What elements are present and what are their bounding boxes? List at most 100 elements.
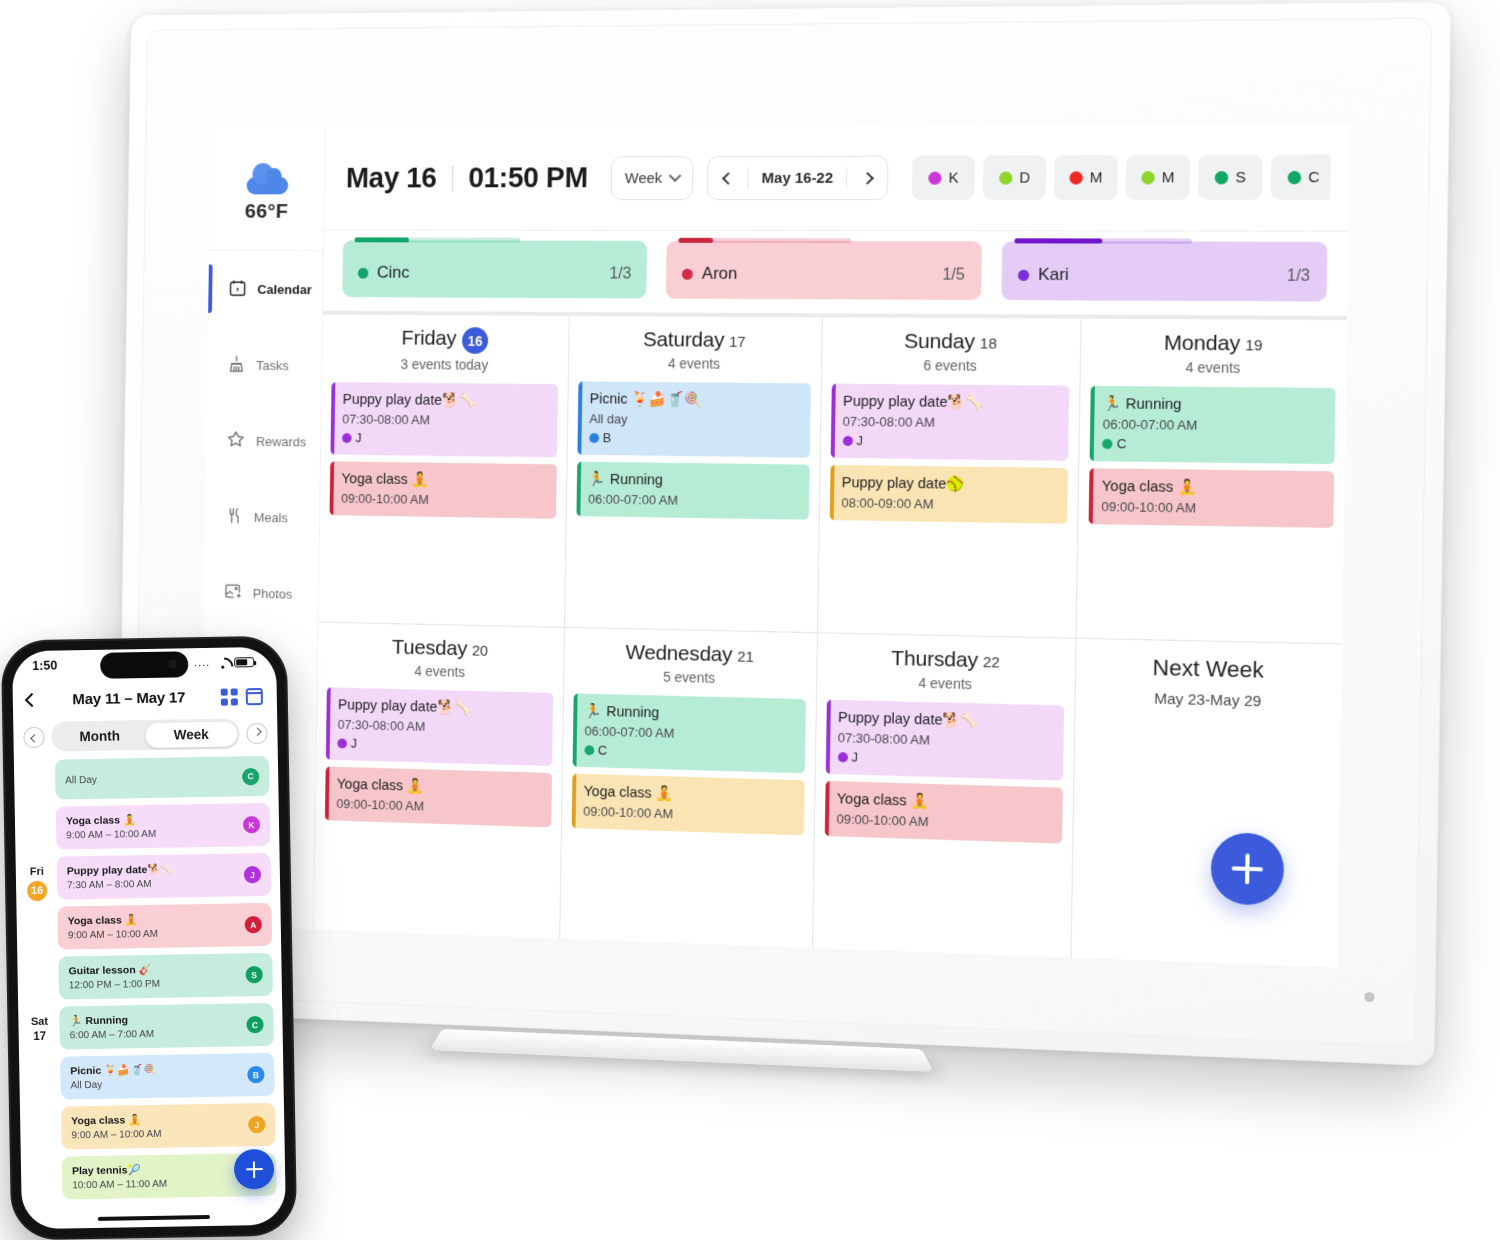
sidebar-item-calendar[interactable]: Calendar — [208, 251, 323, 328]
calendar-view-icon[interactable] — [245, 687, 263, 705]
phone-event-time: 6:00 AM – 7:00 AM — [69, 1028, 155, 1042]
member-chip-m-2[interactable]: M — [1053, 154, 1119, 200]
prev-week-button[interactable] — [708, 157, 748, 199]
phone-event-avatar: K — [242, 816, 261, 834]
phone-event-card[interactable]: Yoga class 🧘 9:00 AM – 10:00 AM A — [57, 902, 273, 950]
next-week-button[interactable] — [847, 157, 888, 199]
display-screen: 66°F Calendar Ta — [198, 123, 1351, 968]
member-initial: M — [1161, 168, 1175, 186]
member-color-dot — [1069, 170, 1083, 185]
event-card[interactable]: Yoga class 🧘 09:00-10:00 AM — [571, 773, 805, 836]
member-chip-d-1[interactable]: D — [982, 155, 1047, 200]
day-cell-thursday[interactable]: Thursday 22 4 events Puppy play date🐕🦴 07:30… — [812, 633, 1076, 958]
task-card-kari[interactable]: Kari 1/3 — [1000, 238, 1328, 302]
phone-event-card[interactable]: All Day C — [54, 755, 270, 800]
event-title: Puppy play date🐕🦴 — [337, 697, 473, 717]
event-time: 09:00-10:00 AM — [836, 811, 929, 830]
event-card[interactable]: Picnic 🍹🍰🥤🍭 All day B — [577, 381, 811, 458]
phone-event-avatar: B — [247, 1066, 265, 1084]
day-cell-monday[interactable]: Monday 19 4 events 🏃 Running 06:00-07:00 AM C… — [1076, 318, 1348, 644]
day-cell-sunday[interactable]: Sunday 18 6 events Puppy play date🐕🦴 07:30-0… — [817, 317, 1081, 638]
event-accent-bar — [572, 693, 578, 767]
event-title: Puppy play date🐕🦴 — [842, 393, 985, 412]
broom-icon — [227, 353, 246, 376]
next-week-cell[interactable]: Next Week May 23-May 29 — [1071, 638, 1342, 968]
weather-widget[interactable]: 66°F — [209, 133, 325, 252]
member-chip-c-5[interactable]: C — [1270, 154, 1331, 200]
event-time: 06:00-07:00 AM — [1102, 416, 1198, 433]
phone-day-number-today: 16 — [26, 880, 48, 902]
member-initial: C — [1308, 168, 1320, 186]
day-cell-tuesday[interactable]: Tuesday 20 4 events Puppy play date🐕🦴 07:30-… — [313, 622, 564, 939]
next-week-title: Next Week — [1152, 654, 1264, 683]
task-progress-fill — [678, 237, 714, 243]
event-card[interactable]: Yoga class 🧘 09:00-10:00 AM — [1088, 468, 1335, 528]
event-card[interactable]: Puppy play date🐕🦴 07:30-08:00 AM J — [825, 699, 1065, 781]
member-chip-s-4[interactable]: S — [1197, 154, 1263, 200]
event-accent-bar — [824, 780, 830, 837]
phone-prev-button[interactable] — [23, 726, 45, 748]
view-selector-label: Week — [624, 169, 663, 187]
phone-segmented-control: Month Week — [13, 715, 278, 761]
day-header: Tuesday 20 — [327, 634, 554, 663]
sidebar-item-meals[interactable]: Meals — [205, 478, 320, 556]
day-header: Monday 19 — [1092, 331, 1337, 357]
sidebar-item-photos[interactable]: Photos — [203, 554, 318, 632]
grid-view-icon[interactable] — [220, 687, 238, 706]
phone-event-card[interactable]: Picnic 🍹🍰🥤🍭 All Day B — [60, 1052, 275, 1100]
day-name: Friday — [401, 326, 457, 350]
phone-next-button[interactable] — [246, 722, 268, 744]
phone-toggle-month[interactable]: Month — [79, 727, 121, 744]
event-card[interactable]: Puppy play date🐕🦴 07:30-08:00 AM J — [330, 382, 558, 458]
phone-event-title: Puppy play date🐕🦴 — [66, 863, 174, 878]
attendee-initial: C — [1116, 435, 1127, 452]
phone-view-toggle[interactable]: Month Week — [51, 718, 240, 752]
event-card[interactable]: 🏃 Running 06:00-07:00 AM — [576, 461, 810, 520]
day-event-count: 4 events — [1185, 359, 1241, 376]
day-cell-saturday[interactable]: Saturday 17 4 events Picnic 🍹🍰🥤🍭 All day B 🏃 R… — [564, 315, 822, 633]
week-grid: Friday 16 3 events today Puppy play date🐕🦴 0… — [313, 314, 1348, 968]
phone-event-title: Play tennis🎾 — [71, 1164, 141, 1178]
event-card[interactable]: Yoga class 🧘 09:00-10:00 AM — [324, 766, 552, 828]
event-title: Yoga class 🧘 — [336, 776, 425, 795]
phone-event-card[interactable]: 🏃 Running 6:00 AM – 7:00 AM C — [59, 1002, 274, 1050]
event-card[interactable]: Yoga class 🧘 09:00-10:00 AM — [329, 461, 557, 520]
sidebar-item-tasks[interactable]: Tasks — [207, 327, 322, 404]
event-card[interactable]: Puppy play date🐕🦴 07:30-08:00 AM J — [325, 687, 554, 767]
member-color-dot — [1141, 170, 1155, 184]
event-card[interactable]: Puppy play date🥎 08:00-09:00 AM — [829, 464, 1069, 524]
day-name: Saturday — [642, 328, 725, 352]
day-cell-friday[interactable]: Friday 16 3 events today Puppy play date🐕🦴 0… — [318, 314, 569, 627]
task-card-cinc[interactable]: Cinc 1/3 — [342, 237, 648, 299]
event-card[interactable]: Puppy play date🐕🦴 07:30-08:00 AM J — [830, 383, 1070, 461]
phone-event-list[interactable]: All Day C Yoga class 🧘 9:00 AM – 10:00 AM K F… — [14, 755, 286, 1230]
event-title: Puppy play date🥎 — [841, 475, 965, 493]
phone-event-card[interactable]: Guitar lesson 🎸 12:00 PM – 1:00 PM S — [58, 952, 274, 1000]
member-chip-m-3[interactable]: M — [1125, 154, 1191, 200]
chevron-left-icon[interactable] — [24, 692, 39, 708]
task-card-name: Aron — [701, 263, 738, 283]
event-attendee: J — [842, 433, 1058, 451]
member-chip-k-0[interactable]: K — [911, 155, 976, 200]
phone-event-time: All Day — [70, 1079, 103, 1092]
view-selector[interactable]: Week — [610, 156, 694, 201]
event-title: 🏃 Running — [1102, 396, 1182, 414]
task-card-aron[interactable]: Aron 1/5 — [666, 237, 982, 300]
task-card-name-group: Cinc — [357, 263, 410, 283]
phone-event-card[interactable]: Yoga class 🧘 9:00 AM – 10:00 AM K — [55, 802, 271, 850]
event-time: 07:30-08:00 AM — [342, 411, 431, 428]
phone-toggle-week[interactable]: Week — [145, 720, 238, 748]
phone-event-card[interactable]: Yoga class 🧘 9:00 AM – 10:00 AM J — [60, 1102, 276, 1150]
calendar-wrapper: Friday 16 3 events today Puppy play date🐕🦴 0… — [313, 310, 1348, 968]
attendee-color-dot — [837, 751, 848, 762]
phone-status-time: 1:50 — [32, 658, 58, 673]
event-title: Puppy play date🐕🦴 — [837, 709, 980, 730]
event-card[interactable]: 🏃 Running 06:00-07:00 AM C — [1089, 385, 1336, 465]
event-card[interactable]: 🏃 Running 06:00-07:00 AM C — [572, 693, 806, 774]
phone-event-card[interactable]: Puppy play date🐕🦴 7:30 AM – 8:00 AM J — [56, 852, 272, 900]
sidebar-item-rewards[interactable]: Rewards — [206, 402, 321, 479]
day-cell-wednesday[interactable]: Wednesday 21 5 events 🏃 Running 06:00-07:00 … — [559, 627, 817, 948]
event-card[interactable]: Yoga class 🧘 09:00-10:00 AM — [824, 780, 1064, 844]
phone-event-title: 🏃 Running — [69, 1014, 129, 1028]
